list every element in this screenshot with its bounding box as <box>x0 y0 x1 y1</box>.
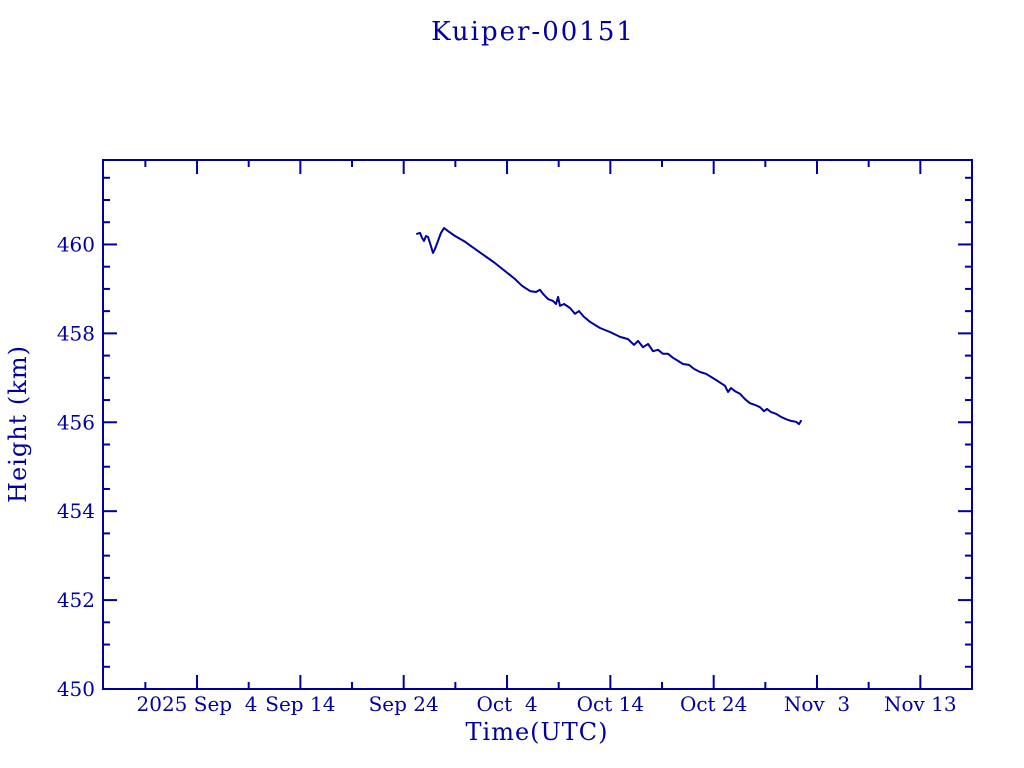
x-tick-label: 2025 Sep 4 <box>137 692 258 716</box>
y-tick-label: 452 <box>57 588 95 612</box>
x-tick-label: Sep 24 <box>369 692 439 716</box>
axes: 2025 Sep 4 Sep 14 Sep 24 Oct 4 Oct 14 Oct 24 N… <box>57 159 973 716</box>
y-tick-label: 460 <box>57 232 95 256</box>
plot-border <box>102 159 973 690</box>
y-tick-label: 454 <box>57 499 95 523</box>
x-tick-label: Oct 24 <box>680 692 747 716</box>
x-axis-label: Time(UTC) <box>466 718 609 746</box>
x-tick-label: Nov 13 <box>884 692 957 716</box>
data-series <box>416 227 802 426</box>
y-axis-label: Height (km) <box>4 345 32 503</box>
x-tick-label: Oct 4 <box>476 692 537 716</box>
orbit-height-line <box>416 227 802 426</box>
x-tick-label: Sep 14 <box>265 692 335 716</box>
y-tick-label: 456 <box>57 410 95 434</box>
x-tick-label: Oct 14 <box>577 692 644 716</box>
chart-title: Kuiper-00151 <box>431 17 635 47</box>
x-tick-label: Nov 3 <box>784 692 850 716</box>
y-tick-label: 458 <box>57 321 95 345</box>
y-tick-label: 450 <box>57 677 95 701</box>
